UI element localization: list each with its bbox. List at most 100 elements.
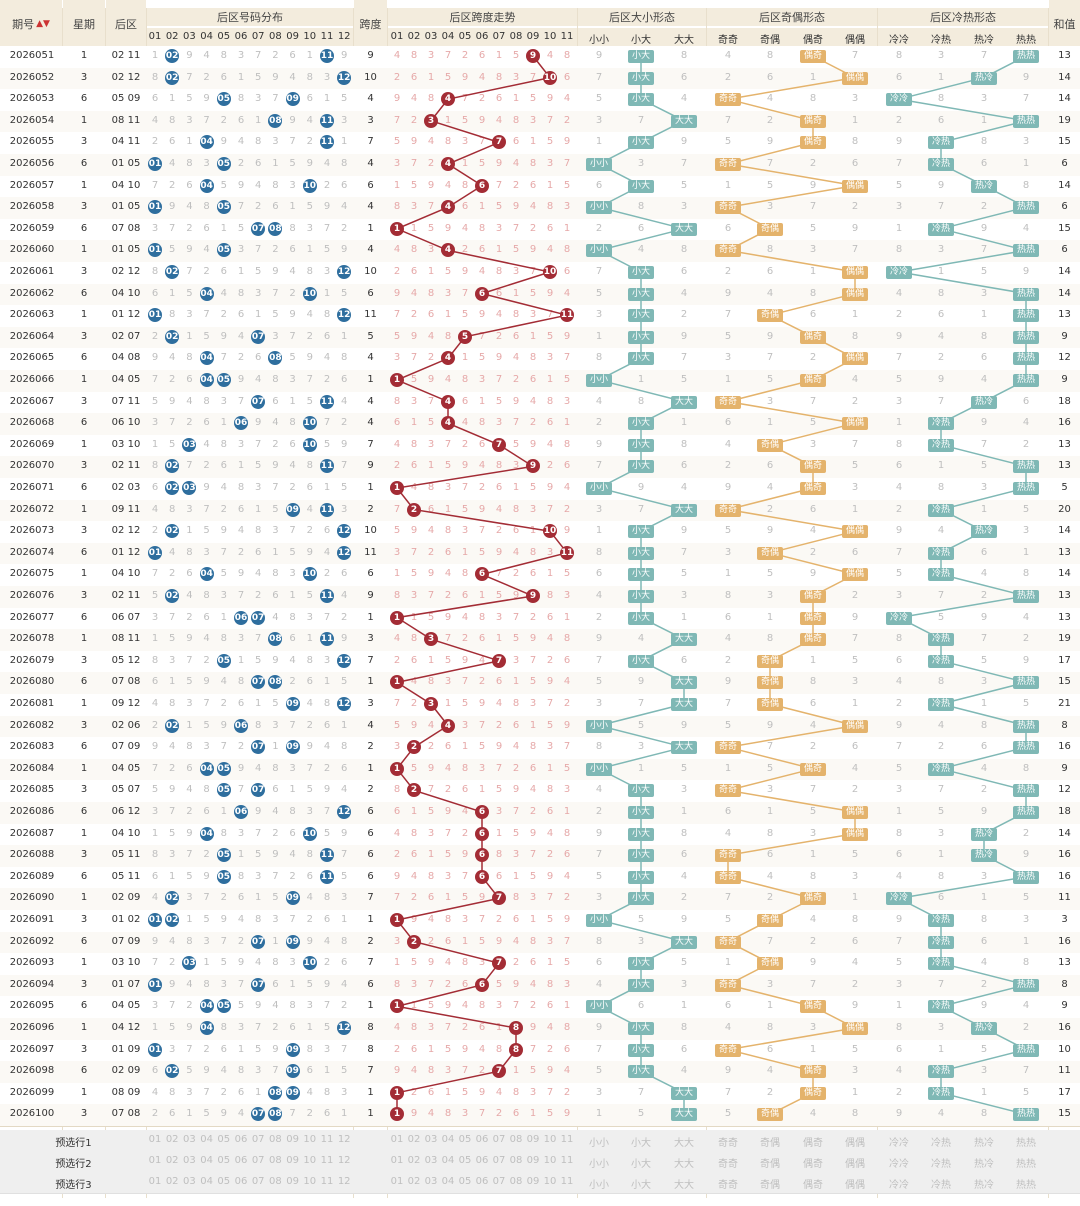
preselect-oe[interactable]: 奇奇 [718,1180,738,1191]
preselect-oe[interactable]: 奇偶 [760,1138,780,1149]
preselect-span[interactable]: 06 [475,1176,489,1187]
preselect-number[interactable]: 11 [320,1134,334,1145]
preselect-number[interactable]: 09 [286,1176,299,1187]
preselect-span[interactable]: 02 [407,1176,421,1187]
preselect-oe[interactable]: 偶奇 [803,1159,823,1170]
preselect-span[interactable]: 07 [492,1176,506,1187]
preselect-span[interactable]: 01 [390,1155,404,1166]
preselect-span[interactable]: 03 [424,1134,438,1145]
preselect-span[interactable]: 10 [543,1134,557,1145]
preselect-number[interactable]: 01 [148,1176,162,1187]
preselect-size[interactable]: 小大 [631,1159,651,1170]
preselect-ch[interactable]: 热热 [1016,1159,1036,1170]
preselect-number[interactable]: 08 [269,1155,282,1166]
preselect-ch[interactable]: 冷热 [931,1159,951,1170]
preselect-ch[interactable]: 冷冷 [889,1138,909,1149]
preselect-number[interactable]: 02 [165,1176,179,1187]
preselect-number[interactable]: 09 [286,1155,299,1166]
preselect-oe[interactable]: 奇奇 [718,1138,738,1149]
preselect-number[interactable]: 07 [251,1134,265,1145]
preselect-span[interactable]: 07 [492,1134,506,1145]
preselect-oe[interactable]: 偶奇 [803,1138,823,1149]
preselect-span[interactable]: 01 [390,1176,404,1187]
preselect-size[interactable]: 小大 [631,1138,651,1149]
preselect-number[interactable]: 09 [286,1134,299,1145]
preselect-ch[interactable]: 热冷 [974,1159,994,1170]
preselect-number[interactable]: 10 [303,1176,317,1187]
preselect-span[interactable]: 01 [390,1134,404,1145]
preselect-oe[interactable]: 奇偶 [760,1159,780,1170]
preselect-size[interactable]: 小大 [631,1180,651,1191]
preselect-span[interactable]: 11 [560,1155,574,1166]
preselect-number[interactable]: 10 [303,1155,317,1166]
preselect-number[interactable]: 08 [269,1134,282,1145]
preselect-number[interactable]: 03 [183,1176,196,1187]
preselect-span[interactable]: 02 [407,1155,421,1166]
preselect-size[interactable]: 大大 [674,1180,694,1191]
preselect-ch[interactable]: 热冷 [974,1180,994,1191]
preselect-number[interactable]: 10 [303,1134,317,1145]
preselect-span[interactable]: 10 [543,1155,557,1166]
preselect-oe[interactable]: 偶偶 [845,1138,865,1149]
preselect-span[interactable]: 08 [509,1176,523,1187]
preselect-span[interactable]: 08 [509,1155,523,1166]
preselect-ch[interactable]: 冷冷 [889,1159,909,1170]
preselect-number[interactable]: 12 [337,1176,351,1187]
preselect-span[interactable]: 05 [458,1155,472,1166]
preselect-number[interactable]: 08 [269,1176,282,1187]
preselect-span[interactable]: 10 [543,1176,557,1187]
preselect-oe[interactable]: 偶偶 [845,1159,865,1170]
preselect-span[interactable]: 04 [441,1134,455,1145]
preselect-span[interactable]: 06 [475,1134,489,1145]
preselect-size[interactable]: 大大 [674,1138,694,1149]
preselect-size[interactable]: 小小 [589,1159,609,1170]
preselect-number[interactable]: 06 [234,1134,248,1145]
preselect-number[interactable]: 02 [165,1155,179,1166]
preselect-oe[interactable]: 偶奇 [803,1180,823,1191]
preselect-number[interactable]: 02 [165,1134,179,1145]
preselect-span[interactable]: 06 [475,1155,489,1166]
preselect-number[interactable]: 05 [217,1134,231,1145]
preselect-number[interactable]: 06 [234,1176,248,1187]
preselect-number[interactable]: 06 [234,1155,248,1166]
preselect-span[interactable]: 03 [424,1176,438,1187]
preselect-number[interactable]: 12 [337,1155,351,1166]
preselect-span[interactable]: 04 [441,1176,455,1187]
preselect-oe[interactable]: 奇奇 [718,1159,738,1170]
preselect-ch[interactable]: 冷冷 [889,1180,909,1191]
preselect-ch[interactable]: 热冷 [974,1138,994,1149]
preselect-span[interactable]: 11 [560,1176,574,1187]
preselect-number[interactable]: 03 [183,1155,196,1166]
preselect-number[interactable]: 07 [251,1176,265,1187]
preselect-span[interactable]: 09 [526,1155,540,1166]
preselect-span[interactable]: 09 [526,1176,540,1187]
preselect-number[interactable]: 12 [337,1134,351,1145]
preselect-number[interactable]: 11 [320,1155,334,1166]
preselect-number[interactable]: 05 [217,1155,231,1166]
preselect-span[interactable]: 11 [560,1134,574,1145]
preselect-span[interactable]: 02 [407,1134,421,1145]
preselect-span[interactable]: 09 [526,1134,540,1145]
preselect-number[interactable]: 04 [200,1134,213,1145]
sort-icon[interactable]: ▲▼ [36,19,50,29]
preselect-ch[interactable]: 热热 [1016,1180,1036,1191]
preselect-size[interactable]: 小小 [589,1138,609,1149]
preselect-number[interactable]: 01 [148,1155,162,1166]
preselect-span[interactable]: 04 [441,1155,455,1166]
preselect-ch[interactable]: 冷热 [931,1138,951,1149]
issue-header[interactable]: 期号 ▲▼ [0,0,62,48]
preselect-number[interactable]: 07 [251,1155,265,1166]
preselect-size[interactable]: 小小 [589,1180,609,1191]
preselect-number[interactable]: 04 [200,1155,213,1166]
preselect-span[interactable]: 05 [458,1176,472,1187]
preselect-ch[interactable]: 冷热 [931,1180,951,1191]
preselect-oe[interactable]: 奇偶 [760,1180,780,1191]
preselect-span[interactable]: 03 [424,1155,438,1166]
preselect-ch[interactable]: 热热 [1016,1138,1036,1149]
preselect-number[interactable]: 05 [217,1176,231,1187]
preselect-span[interactable]: 07 [492,1155,506,1166]
preselect-number[interactable]: 11 [320,1176,334,1187]
preselect-number[interactable]: 03 [183,1134,196,1145]
preselect-number[interactable]: 01 [148,1134,162,1145]
preselect-size[interactable]: 大大 [674,1159,694,1170]
